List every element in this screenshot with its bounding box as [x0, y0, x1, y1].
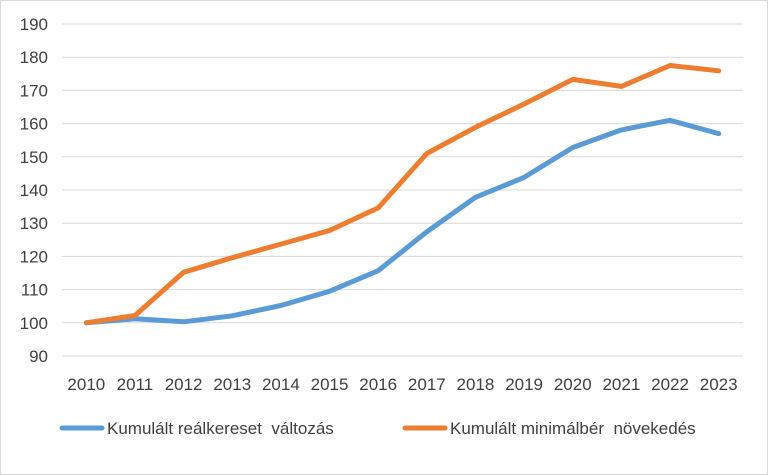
series-line-1 [83, 63, 722, 326]
x-tick-label: 2023 [700, 375, 738, 394]
x-tick-label: 2019 [505, 375, 543, 394]
legend-label-1: Kumulált minimálbér növekedés [450, 419, 696, 438]
y-tick-label: 160 [20, 115, 48, 134]
legend-label-0: Kumulált reálkereset változás [107, 419, 334, 438]
y-tick-label: 190 [20, 15, 48, 34]
y-tick-label: 140 [20, 181, 48, 200]
x-tick-label: 2020 [554, 375, 592, 394]
x-tick-label: 2013 [213, 375, 251, 394]
y-tick-label: 130 [20, 214, 48, 233]
y-tick-label: 90 [29, 347, 48, 366]
y-tick-label: 180 [20, 48, 48, 67]
x-tick-label: 2022 [651, 375, 689, 394]
y-axis-ticks: 90 100 110 120 130 140 150 160 170 180 190 [20, 15, 48, 366]
y-tick-label: 150 [20, 148, 48, 167]
x-tick-label: 2015 [311, 375, 349, 394]
y-tick-label: 170 [20, 81, 48, 100]
x-tick-label: 2017 [408, 375, 446, 394]
x-axis-ticks: 2010 2011 2012 2013 2014 2015 2016 2017 2018 2019… [67, 375, 737, 394]
x-tick-label: 2011 [117, 375, 154, 394]
y-tick-label: 100 [20, 314, 48, 333]
x-tick-label: 2010 [67, 375, 105, 394]
x-tick-label: 2021 [602, 375, 640, 394]
series-lines [83, 63, 722, 326]
x-tick-label: 2018 [457, 375, 495, 394]
y-tick-label: 120 [20, 247, 48, 266]
series-line-0 [83, 117, 722, 326]
legend: Kumulált reálkereset változás Kumulált mi… [59, 419, 696, 438]
x-tick-label: 2014 [262, 375, 300, 394]
y-tick-label: 110 [21, 281, 48, 300]
x-tick-label: 2012 [165, 375, 203, 394]
x-tick-label: 2016 [359, 375, 397, 394]
